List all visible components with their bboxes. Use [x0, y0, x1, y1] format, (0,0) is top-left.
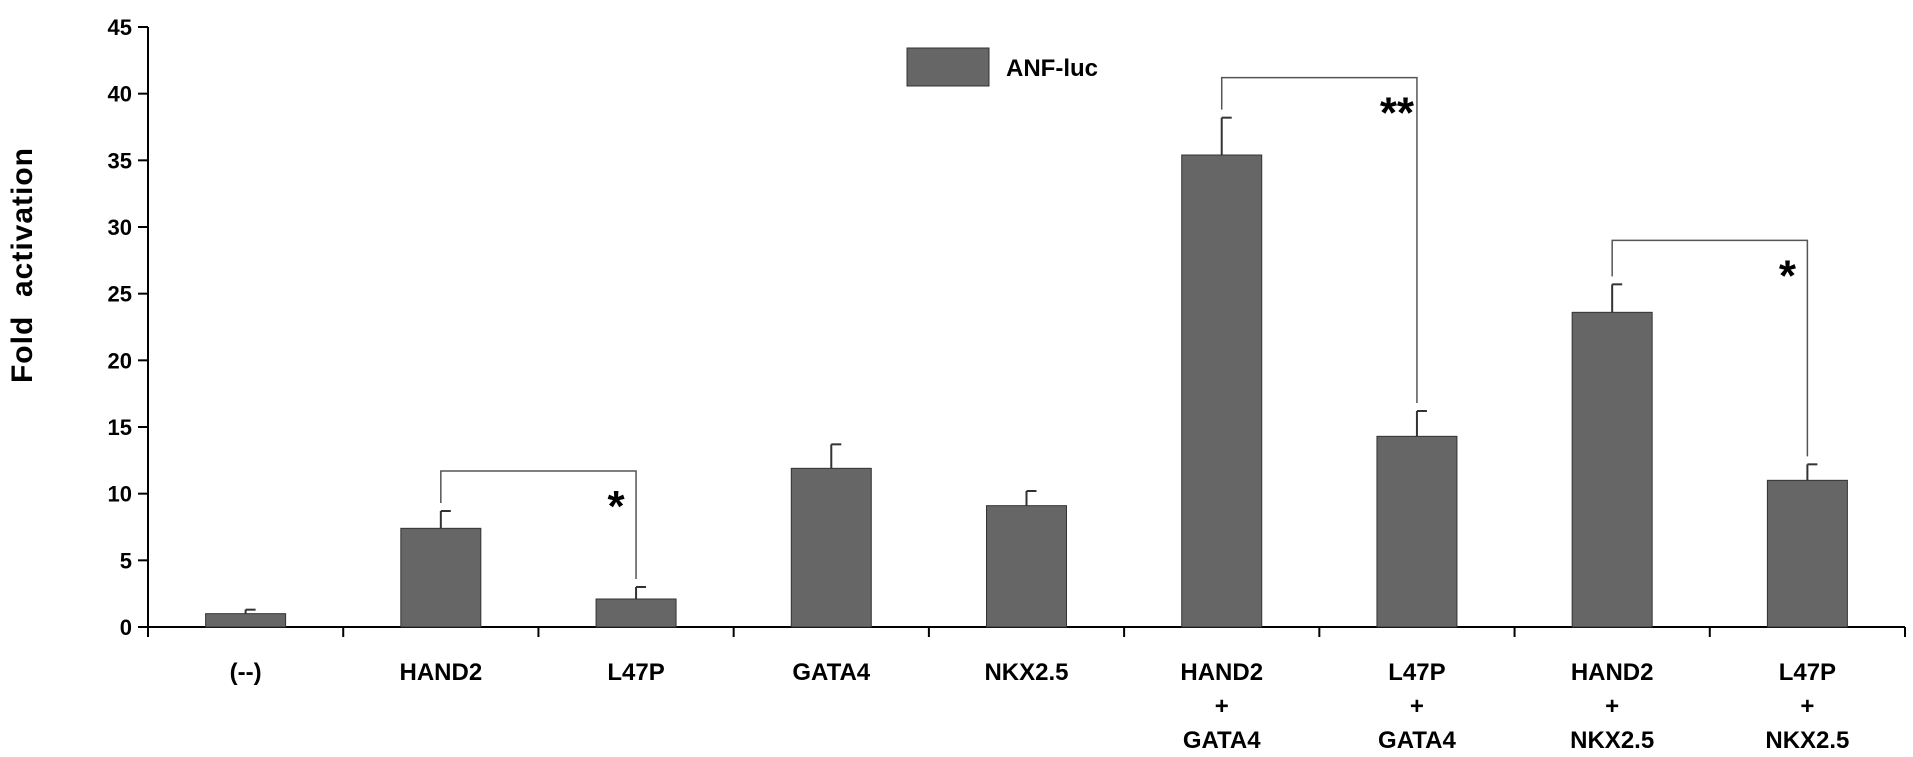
x-tick-label: L47P — [1779, 659, 1836, 686]
bar — [790, 467, 872, 628]
legend: ANF-luc — [906, 47, 1098, 87]
x-tick-label: (--) — [230, 659, 262, 686]
x-tick-label: GATA4 — [1378, 727, 1456, 754]
bar — [400, 527, 482, 628]
bar — [205, 613, 287, 628]
x-tick-label: NKX2.5 — [1570, 727, 1654, 754]
significance-brackets: **** — [440, 76, 1809, 579]
bar — [1766, 479, 1848, 628]
x-tick-label: GATA4 — [1183, 727, 1261, 754]
y-tick-label: 10 — [108, 482, 132, 507]
y-tick-label: 25 — [108, 282, 132, 307]
x-tick-label: GATA4 — [792, 659, 870, 686]
y-tick-label: 45 — [108, 15, 132, 40]
x-tick-label: HAND2 — [399, 659, 482, 686]
bar — [1181, 154, 1263, 628]
x-tick-label: + — [1800, 693, 1814, 720]
bar — [595, 598, 677, 628]
significance-marker: * — [1779, 251, 1797, 300]
significance-bracket — [1611, 239, 1809, 457]
y-tick-label: 0 — [120, 615, 132, 640]
x-tick-label: + — [1605, 693, 1619, 720]
bar — [986, 505, 1067, 628]
y-axis-label: Fold activation — [6, 147, 39, 383]
significance-bracket — [440, 470, 637, 579]
axes: 0 5 10 15 20 25 30 35 40 45 (--) HAND2 L47P GATA4 NKX2… — [108, 15, 1906, 754]
bars — [205, 116, 1848, 628]
x-tick-label: HAND2 — [1571, 659, 1654, 686]
x-tick-label: + — [1215, 693, 1229, 720]
y-tick-label: 15 — [108, 415, 132, 440]
bar — [1376, 435, 1458, 628]
x-tick-label: NKX2.5 — [1765, 727, 1849, 754]
bar — [1571, 311, 1653, 628]
y-tick-label: 35 — [108, 148, 132, 173]
x-tick-label: + — [1410, 693, 1424, 720]
y-tick-label: 30 — [108, 215, 132, 240]
x-tick-label: NKX2.5 — [984, 659, 1068, 686]
y-tick-label: 5 — [120, 548, 132, 573]
legend-swatch — [906, 47, 990, 87]
y-tick-label: 20 — [108, 348, 132, 373]
significance-marker: ** — [1380, 89, 1415, 138]
legend-label: ANF-luc — [1006, 55, 1098, 82]
x-tick-label: HAND2 — [1180, 659, 1263, 686]
significance-marker: * — [607, 482, 625, 531]
significance-bracket — [1220, 76, 1418, 403]
x-tick-label: L47P — [607, 659, 664, 686]
x-tick-label: L47P — [1388, 659, 1445, 686]
y-tick-label: 40 — [108, 82, 132, 107]
